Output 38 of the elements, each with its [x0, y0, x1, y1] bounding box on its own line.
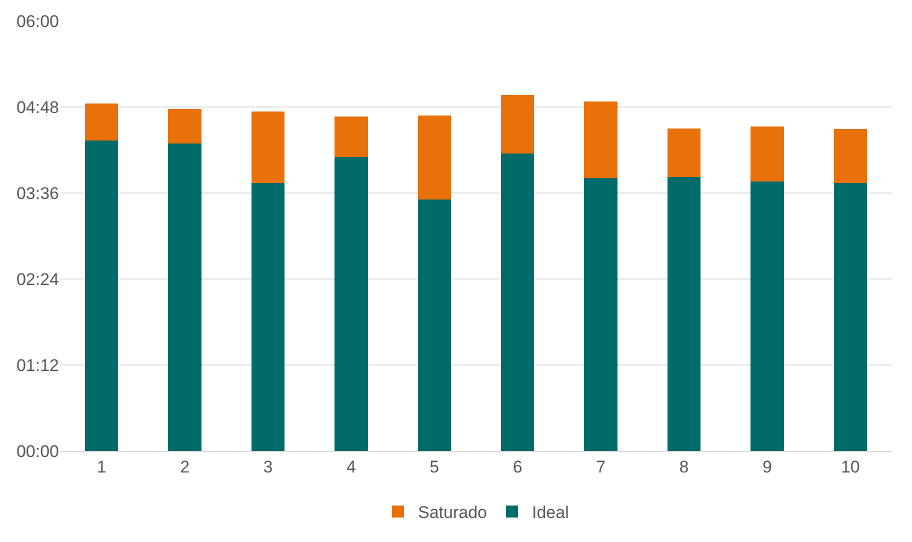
- bar: [168, 109, 202, 144]
- bar: [500, 154, 534, 451]
- bar: [84, 140, 118, 451]
- bar: [418, 199, 452, 451]
- bar: [418, 116, 452, 200]
- legend-label: Ideal: [532, 503, 569, 522]
- bar: [834, 182, 868, 451]
- bar: [334, 116, 368, 158]
- y-tick-label: 03:36: [16, 184, 59, 203]
- bar: [667, 128, 701, 178]
- bar: [750, 126, 784, 182]
- x-tick-label: 9: [762, 457, 772, 476]
- y-tick-label: 00:00: [16, 442, 59, 461]
- x-tick-label: 7: [596, 457, 606, 476]
- x-tick-label: 2: [180, 457, 190, 476]
- x-tick-label: 3: [263, 457, 273, 476]
- x-tick-label: 8: [679, 457, 689, 476]
- bar: [84, 103, 118, 141]
- bar: [667, 177, 701, 451]
- y-tick-label: 02:24: [16, 270, 59, 289]
- bar: [750, 182, 784, 451]
- bar: [500, 94, 534, 154]
- y-tick-label: 06:00: [16, 12, 59, 31]
- bar: [334, 157, 368, 451]
- x-tick-label: 6: [512, 457, 522, 476]
- bar: [584, 178, 618, 451]
- x-tick-label: 1: [96, 457, 106, 476]
- legend-label: Saturado: [418, 503, 487, 522]
- bar: [251, 111, 285, 183]
- bar: [584, 101, 618, 178]
- y-tick-label: 04:48: [16, 98, 59, 117]
- bar: [168, 144, 202, 451]
- y-tick-label: 01:12: [16, 356, 59, 375]
- bar: [251, 182, 285, 451]
- bar: [834, 129, 868, 183]
- x-tick-label: 4: [346, 457, 356, 476]
- x-tick-label: 10: [840, 457, 860, 476]
- x-tick-label: 5: [430, 457, 440, 476]
